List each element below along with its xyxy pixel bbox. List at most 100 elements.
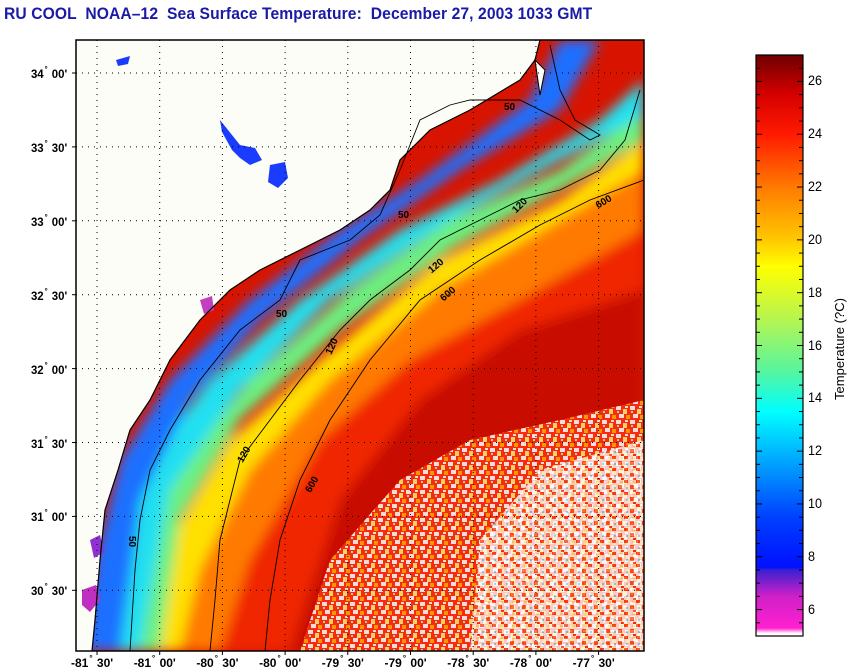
degree-symbol: °	[340, 654, 344, 663]
band-yellow	[140, 140, 644, 651]
colorbar-tick-label: 18	[808, 283, 823, 300]
colorbar-tick-label: 12	[808, 442, 823, 459]
colorbar-tick-label: 22	[808, 178, 823, 195]
tick-minutes: 00'	[535, 656, 552, 670]
lon-tick-label: -80° 30'	[196, 654, 238, 670]
tick-minutes: 00'	[51, 67, 68, 81]
band-cyan	[100, 80, 644, 651]
band-green	[110, 110, 644, 651]
tick-degrees: -78	[447, 656, 465, 670]
band-blue	[85, 40, 600, 651]
lake-marion	[220, 120, 262, 165]
tick-minutes: 30'	[473, 656, 490, 670]
lat-tick-label: 31° 00'	[31, 508, 67, 524]
isobath-label-50: 50	[398, 210, 410, 221]
degree-symbol: °	[214, 654, 218, 663]
tick-minutes: 00'	[159, 656, 176, 670]
tick-minutes: 00'	[410, 656, 427, 670]
lon-tick-label: -77° 30'	[573, 654, 615, 670]
lon-tick-label: -79° 00'	[385, 654, 427, 670]
tick-degrees: 31	[30, 510, 44, 525]
tick-degrees: 33	[30, 140, 44, 155]
lat-tick-label: 34° 00'	[31, 65, 67, 81]
colorbar-tick-label: 26	[808, 72, 823, 89]
colorbar-tick-label: 6	[808, 600, 816, 617]
band-red	[200, 220, 644, 651]
colorbar	[755, 54, 804, 637]
lon-tick-label: -81° 00'	[134, 654, 176, 670]
isobath-label-50: 50	[126, 536, 137, 548]
coastline	[91, 40, 541, 651]
degree-symbol: °	[44, 65, 48, 74]
degree-symbol: °	[44, 582, 48, 592]
tick-minutes: 30'	[51, 288, 68, 303]
colorbar-tick-label: 16	[808, 336, 823, 353]
isobath-120	[209, 89, 641, 651]
lat-tick-label: 32° 30'	[31, 287, 67, 303]
degree-symbol: °	[402, 654, 407, 663]
lon-tick-label: -79° 30'	[322, 654, 364, 670]
degree-symbol: °	[277, 654, 281, 663]
cloud-pixels-dense	[470, 440, 644, 651]
tick-minutes: 00'	[51, 510, 68, 525]
degree-symbol: °	[528, 654, 532, 663]
lake-moultrie	[268, 162, 288, 188]
degree-symbol: °	[44, 138, 48, 148]
isobath-label-50: 50	[504, 102, 516, 113]
degree-symbol: °	[44, 360, 48, 370]
lon-tick-label: -80° 00'	[259, 654, 301, 670]
colorbar-tick-label: 24	[808, 125, 823, 142]
lat-tick-label: 32° 00'	[31, 361, 67, 377]
isobath-label-50: 50	[276, 309, 288, 320]
tick-degrees: 33	[30, 214, 44, 229]
degree-symbol: °	[44, 508, 48, 518]
colorbar-tick-label: 10	[808, 494, 823, 511]
tick-minutes: 30'	[347, 656, 364, 670]
land	[76, 40, 540, 651]
degree-symbol: °	[590, 654, 595, 663]
lat-tick-label: 30° 30'	[31, 582, 67, 598]
tick-degrees: -80	[259, 656, 277, 670]
cape-fear	[534, 58, 546, 96]
isobath-600	[264, 179, 644, 651]
degree-symbol: °	[44, 434, 48, 444]
tick-minutes: 30'	[598, 656, 615, 670]
tick-minutes: 00'	[51, 214, 68, 229]
colorbar-tick-label: 8	[808, 547, 816, 564]
lon-tick-label: -81° 30'	[71, 654, 113, 670]
estuary	[82, 585, 100, 612]
degree-symbol: °	[465, 654, 469, 663]
tick-minutes: 30'	[51, 436, 68, 451]
lake-small	[116, 56, 130, 66]
tick-degrees: 34	[30, 67, 44, 81]
band-orange	[160, 160, 644, 651]
tick-degrees: -78	[509, 656, 528, 670]
isobath-50	[129, 44, 601, 651]
tick-minutes: 30'	[96, 656, 114, 670]
degree-symbol: °	[44, 212, 48, 222]
tick-minutes: 30'	[222, 656, 239, 670]
lat-tick-label: 33° 00'	[31, 213, 67, 229]
tick-degrees: -81	[71, 656, 89, 670]
tick-degrees: -81	[133, 656, 152, 670]
lat-tick-label: 31° 30'	[31, 435, 67, 451]
map-frame	[75, 39, 645, 652]
tick-degrees: 31	[30, 436, 44, 451]
lon-tick-label: -78° 00'	[510, 654, 552, 670]
degree-symbol: °	[152, 654, 156, 663]
tick-minutes: 30'	[51, 584, 68, 599]
tick-minutes: 30'	[51, 140, 68, 155]
tick-minutes: 00'	[51, 362, 68, 377]
colorbar-title: Temperature (?C)	[832, 298, 847, 400]
lon-tick-label: -78° 30'	[447, 654, 489, 670]
tick-degrees: 32	[30, 362, 44, 377]
lat-tick-label: 33° 30'	[31, 139, 67, 155]
tick-minutes: 00'	[284, 656, 302, 670]
tick-degrees: -80	[196, 656, 214, 670]
degree-symbol: °	[89, 654, 93, 663]
tick-degrees: -79	[384, 656, 402, 670]
tick-degrees: 32	[30, 288, 44, 303]
degree-symbol: °	[44, 286, 48, 296]
tick-degrees: -79	[321, 656, 340, 670]
